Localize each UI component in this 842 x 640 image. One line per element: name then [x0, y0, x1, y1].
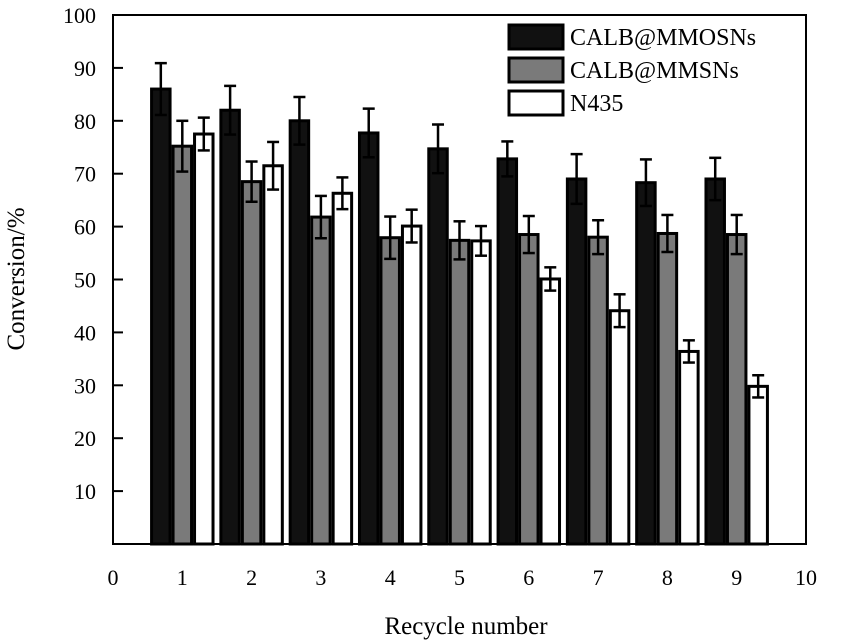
legend-swatch — [507, 56, 565, 84]
bar-series — [150, 87, 769, 546]
bar — [518, 233, 540, 546]
legend-swatch — [507, 89, 565, 117]
x-tick-label: 10 — [795, 565, 817, 590]
bar — [331, 191, 354, 546]
bar — [150, 87, 172, 546]
y-tick-label: 80 — [74, 109, 96, 134]
x-tick-label: 4 — [385, 565, 396, 590]
bar — [704, 177, 726, 546]
legend: CALB@MMOSNs CALB@MMSNs N435 — [507, 23, 756, 117]
bar — [262, 164, 284, 546]
y-tick-label: 90 — [74, 56, 96, 81]
y-tick-label: 50 — [74, 268, 96, 293]
y-tick-label: 100 — [63, 3, 96, 28]
legend-swatch — [507, 23, 565, 51]
bar — [193, 132, 215, 546]
bar — [635, 181, 657, 546]
bar — [240, 180, 263, 546]
x-tick-label: 9 — [731, 565, 742, 590]
y-tick-label: 30 — [74, 373, 96, 398]
bar — [310, 215, 332, 546]
bar — [448, 238, 471, 546]
bar — [747, 384, 769, 546]
legend-label: N435 — [570, 91, 623, 117]
x-tick-label: 3 — [315, 565, 326, 590]
x-tick-label: 8 — [662, 565, 673, 590]
x-axis-title: Recycle number — [384, 613, 548, 640]
x-tick-label: 1 — [177, 565, 188, 590]
bar — [171, 144, 194, 546]
y-tick-label: 40 — [74, 320, 96, 345]
bar — [608, 309, 631, 546]
y-tick-label: 70 — [74, 162, 96, 187]
x-tick-label: 2 — [246, 565, 257, 590]
legend-label: CALB@MMOSNs — [570, 25, 756, 51]
bar — [400, 224, 423, 546]
bar — [539, 277, 562, 546]
x-tick-label: 0 — [108, 565, 119, 590]
y-axis-ticks: 10 20 30 40 50 60 70 80 90 100 — [63, 3, 123, 504]
y-tick-label: 20 — [74, 426, 96, 451]
bar — [678, 349, 700, 546]
bar — [379, 236, 401, 546]
bar — [587, 235, 609, 546]
y-axis-title: Conversion/% — [3, 207, 30, 350]
bar — [656, 231, 679, 546]
bar — [565, 177, 588, 546]
x-tick-label: 5 — [454, 565, 465, 590]
bar — [357, 131, 380, 546]
y-tick-label: 10 — [74, 479, 96, 504]
x-tick-label: 6 — [523, 565, 534, 590]
error-bars — [154, 61, 765, 399]
x-tick-label: 7 — [593, 565, 604, 590]
legend-label: CALB@MMSNs — [570, 58, 739, 84]
bar — [725, 233, 748, 546]
bar — [219, 108, 241, 546]
bar — [496, 157, 519, 546]
bar — [288, 119, 311, 546]
bar — [470, 239, 492, 546]
y-tick-label: 60 — [74, 215, 96, 240]
bar — [427, 147, 449, 546]
